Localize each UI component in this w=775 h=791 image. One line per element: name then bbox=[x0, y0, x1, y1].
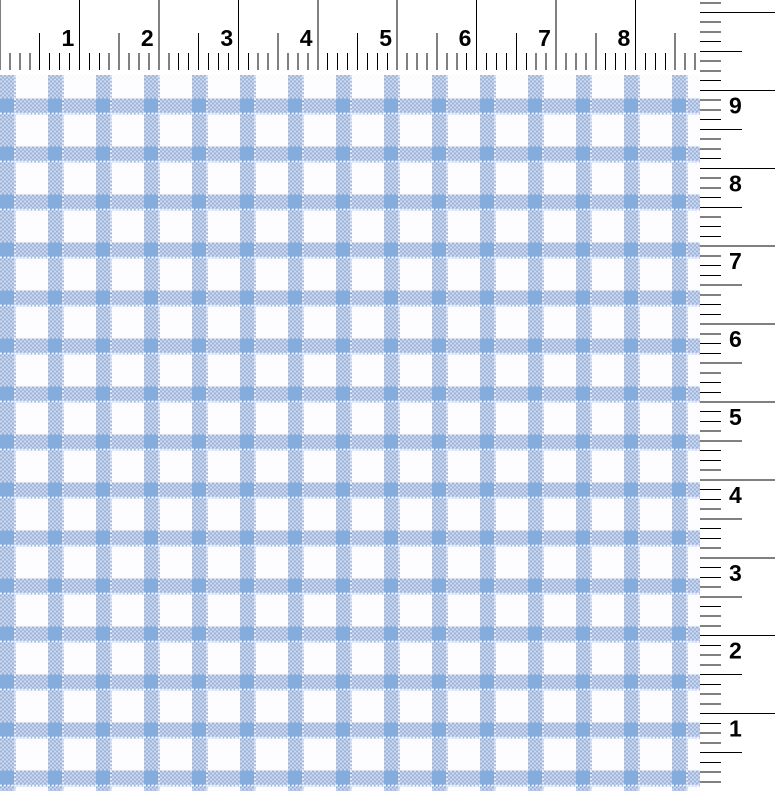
svg-text:6: 6 bbox=[459, 25, 472, 51]
svg-text:7: 7 bbox=[538, 25, 551, 51]
svg-text:8: 8 bbox=[618, 25, 631, 51]
svg-text:3: 3 bbox=[220, 25, 233, 51]
svg-text:1: 1 bbox=[61, 25, 74, 51]
svg-text:2: 2 bbox=[141, 25, 154, 51]
svg-text:5: 5 bbox=[379, 25, 392, 51]
svg-text:4: 4 bbox=[300, 25, 313, 51]
